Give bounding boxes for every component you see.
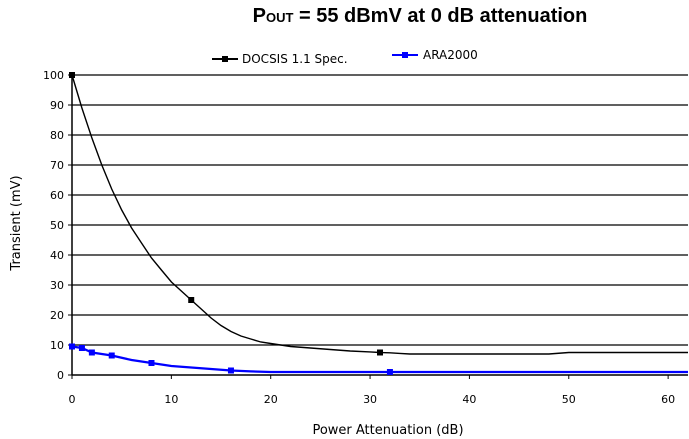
series-line-0 <box>71 74 688 355</box>
x-tick-label-0: 0 <box>69 393 76 406</box>
y-tick-label-10: 10 <box>50 339 64 352</box>
legend-marker-ara2000 <box>402 52 408 58</box>
x-tick-label-20: 20 <box>264 393 278 406</box>
x-tick-label-40: 40 <box>462 393 476 406</box>
legend-item-docsis: DOCSIS 1.1 Spec. <box>212 52 348 66</box>
series-1-marker-2 <box>88 349 95 356</box>
y-axis-label: Transient (mV) <box>9 175 24 271</box>
y-tick-label-70: 70 <box>50 159 64 172</box>
y-tick-label-90: 90 <box>50 99 64 112</box>
y-tick-label-40: 40 <box>50 249 64 262</box>
series-1-marker-3 <box>108 352 115 359</box>
y-tick-label-60: 60 <box>50 189 64 202</box>
x-tick-label-50: 50 <box>562 393 576 406</box>
x-tick-label-10: 10 <box>164 393 178 406</box>
x-tick-label-60: 60 <box>661 393 675 406</box>
series-0-marker-2 <box>377 349 383 356</box>
chart-title: POUT = 55 dBmV at 0 dB attenuation <box>253 5 588 27</box>
y-tick-label-30: 30 <box>50 279 64 292</box>
series-1 <box>69 343 688 375</box>
legend: DOCSIS 1.1 Spec. ARA2000 <box>212 48 478 66</box>
series-group <box>69 72 688 375</box>
y-tick-label-100: 100 <box>43 69 64 82</box>
y-tick-label-80: 80 <box>50 129 64 142</box>
series-1-marker-5 <box>227 367 234 374</box>
series-1-marker-1 <box>78 345 85 351</box>
y-tick-label-20: 20 <box>50 309 64 322</box>
series-0-marker-1 <box>188 297 195 303</box>
legend-label-docsis: DOCSIS 1.1 Spec. <box>242 52 348 66</box>
series-line-1 <box>71 345 688 374</box>
legend-marker-docsis <box>222 56 228 62</box>
x-tick-label-30: 30 <box>363 393 377 406</box>
legend-item-ara2000: ARA2000 <box>392 48 478 62</box>
series-1-marker-6 <box>386 369 393 375</box>
series-1-marker-0 <box>69 343 75 350</box>
series-1-marker-4 <box>148 360 155 366</box>
x-axis-label: Power Attenuation (dB) <box>312 423 463 438</box>
y-tick-label-50: 50 <box>50 219 64 232</box>
x-axis-ticks: 0 10 20 30 40 50 60 <box>69 375 675 406</box>
y-tick-label-0: 0 <box>57 369 64 382</box>
series-0 <box>69 72 688 356</box>
series-0-marker-0 <box>69 72 75 78</box>
legend-label-ara2000: ARA2000 <box>423 48 478 62</box>
